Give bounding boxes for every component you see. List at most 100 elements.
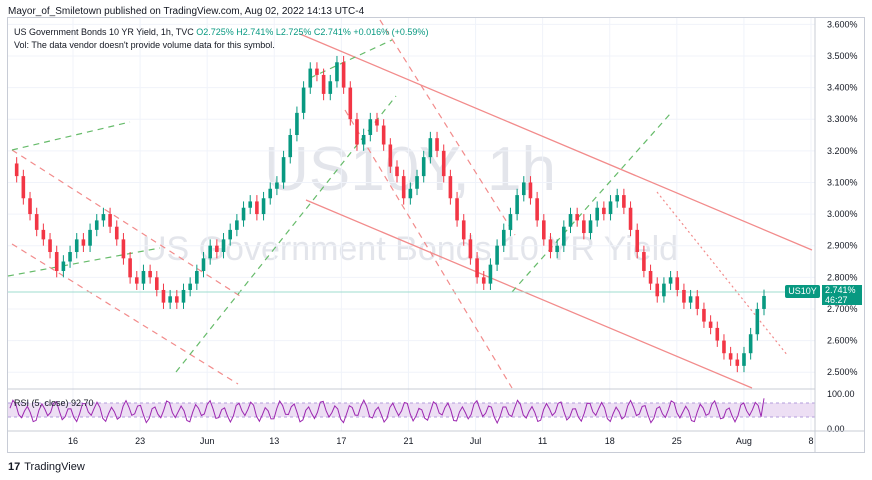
candle-body	[441, 150, 446, 177]
footer-brand: TradingView	[24, 461, 85, 473]
candle-body	[201, 258, 206, 271]
candle-body	[415, 176, 419, 189]
candle-body	[208, 245, 212, 259]
candle-body	[215, 245, 219, 253]
candle-body	[195, 270, 199, 284]
candle-body	[588, 220, 593, 234]
x-tick-label: 8	[808, 436, 813, 446]
rsi-legend: RSI (5, close) 92.70	[14, 398, 94, 408]
candle-body	[715, 327, 720, 341]
candle-body	[408, 188, 413, 199]
candle-body	[315, 68, 319, 75]
candle-body	[582, 220, 586, 234]
candle-body	[662, 283, 666, 297]
candle-body	[14, 163, 19, 177]
x-tick-label: 21	[403, 436, 413, 446]
candle-body	[128, 258, 132, 278]
candle-body	[688, 296, 693, 303]
candle-body	[335, 62, 339, 82]
candle-body	[515, 195, 519, 215]
candle-body	[101, 214, 106, 221]
candle-body	[648, 270, 653, 284]
green-dash-line-3	[175, 95, 397, 373]
candle-body	[21, 176, 26, 199]
footer[interactable]: 17 TradingView	[8, 461, 85, 473]
candle-body	[88, 229, 92, 246]
chart-frame[interactable]	[7, 17, 865, 453]
x-tick-label: 17	[336, 436, 346, 446]
candle-body	[675, 277, 680, 290]
candle-body	[241, 207, 246, 221]
candle-body	[48, 239, 52, 253]
candle-body	[568, 214, 573, 227]
x-tick-label: Aug	[736, 436, 752, 446]
candle-body	[521, 182, 526, 196]
x-tick-label: 13	[269, 436, 279, 446]
x-tick-label: 25	[672, 436, 682, 446]
candle-body	[448, 176, 453, 199]
candle-body	[555, 245, 559, 253]
candle-body	[542, 220, 546, 240]
candle-body	[695, 296, 700, 309]
symbol-legend: US Government Bonds 10 YR Yield, 1h, TVC…	[14, 27, 428, 37]
candle-body	[595, 207, 599, 221]
red-dash-line-1	[11, 149, 241, 297]
x-tick-label: 11	[538, 436, 547, 446]
candle-body	[735, 359, 740, 366]
candle-body	[321, 74, 326, 94]
candle-body	[748, 334, 753, 354]
red-dash-line-2	[11, 243, 239, 385]
candle-body	[108, 214, 112, 227]
y-tick-label: 3.600%	[827, 19, 858, 29]
candle-body	[288, 135, 293, 158]
candle-body	[682, 289, 686, 303]
rsi-panel: RSI (5, close) 92.70 100.00 0.00	[8, 388, 855, 434]
candle-body	[535, 198, 539, 221]
candle-body	[622, 195, 626, 208]
candle-body	[702, 308, 706, 322]
y-tick-label: 3.300%	[827, 114, 858, 124]
tradingview-logo-icon: 17	[8, 461, 21, 473]
x-tick-label: 18	[605, 436, 615, 446]
candle-body	[615, 195, 620, 202]
y-tick-label: 2.800%	[827, 272, 858, 282]
x-tick-label: Jul	[470, 436, 482, 446]
candle-body	[655, 283, 660, 297]
rsi-band	[8, 403, 815, 417]
candle-body	[381, 125, 386, 145]
y-tick-label: 2.500%	[827, 367, 858, 377]
candle-body	[34, 214, 39, 230]
candle-body	[501, 229, 506, 246]
candle-body	[94, 220, 99, 230]
y-tick-label: 2.900%	[827, 241, 858, 251]
price-tag: 2.741% 46:27	[822, 285, 862, 305]
candle-body	[248, 201, 253, 208]
y-tick-label: 2.700%	[827, 304, 858, 314]
candle-body	[188, 283, 192, 290]
candle-body	[228, 229, 232, 240]
candle-body	[161, 289, 166, 303]
y-tick-label: 3.000%	[827, 209, 858, 219]
candle-body	[755, 308, 760, 335]
candle-body	[628, 207, 633, 230]
candle-body	[608, 201, 613, 215]
candle-body	[461, 220, 466, 240]
y-tick-label: 2.600%	[827, 336, 858, 346]
candle-body	[708, 321, 713, 328]
publisher-line: Mayor_of_Smiletown published on TradingV…	[8, 6, 365, 17]
x-tick-label: 16	[68, 436, 78, 446]
price-tag-value: 2.741%	[825, 285, 856, 295]
price-tag-countdown: 46:27	[825, 295, 848, 305]
candle-body	[428, 138, 433, 158]
symbol-legend-label: US Government Bonds 10 YR Yield, 1h, TVC	[14, 27, 194, 37]
candle-body	[261, 198, 266, 215]
candle-body	[295, 112, 299, 136]
price-candles	[14, 55, 766, 373]
candle-body	[148, 270, 152, 278]
candle-body	[121, 239, 126, 259]
rsi-line	[9, 398, 765, 425]
candle-body	[508, 214, 513, 230]
green-dash-line-4	[309, 39, 393, 79]
ohlc-values: O2.725% H2.741% L2.725% C2.741% +0.016% …	[196, 27, 429, 37]
